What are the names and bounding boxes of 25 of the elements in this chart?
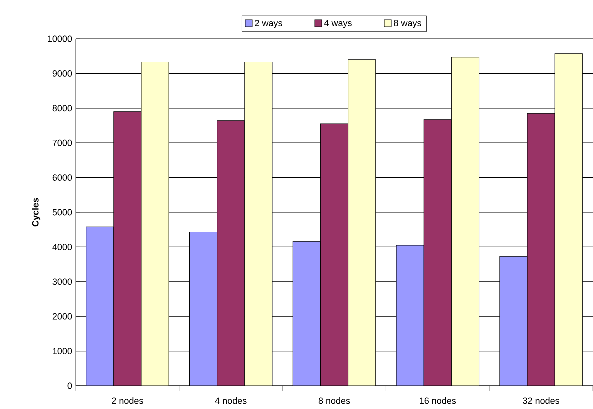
y-tick-label: 6000 bbox=[52, 174, 72, 181]
x-tick-label: 32 nodes bbox=[523, 398, 560, 404]
x-tick-label: 16 nodes bbox=[420, 398, 456, 404]
y-tick-label: 9000 bbox=[52, 70, 72, 77]
legend-label: 4 ways bbox=[324, 20, 352, 28]
y-tick-label: 5000 bbox=[52, 209, 72, 216]
bar bbox=[292, 241, 321, 386]
bar bbox=[396, 245, 424, 386]
y-tick-label: 10000 bbox=[48, 36, 72, 42]
bar bbox=[189, 232, 218, 386]
y-tick-label: 7000 bbox=[52, 140, 72, 146]
y-tick-label: 3000 bbox=[52, 278, 72, 286]
x-tick-label: 4 nodes bbox=[215, 398, 247, 404]
y-tick-label: 1000 bbox=[53, 348, 72, 354]
legend-label: 2 ways bbox=[255, 20, 282, 28]
x-tick-label: 2 nodes bbox=[112, 398, 144, 404]
bar bbox=[86, 226, 114, 386]
bar bbox=[500, 256, 528, 386]
y-tick-label: 4000 bbox=[52, 244, 72, 250]
y-tick-label: 2000 bbox=[52, 313, 72, 320]
y-axis-title: Cycles bbox=[32, 198, 41, 227]
x-tick-label: 8 nodes bbox=[318, 398, 350, 404]
y-tick-label: 0 bbox=[68, 382, 72, 390]
y-tick-label: 8000 bbox=[52, 105, 72, 112]
legend-label: 8 ways bbox=[394, 20, 422, 28]
